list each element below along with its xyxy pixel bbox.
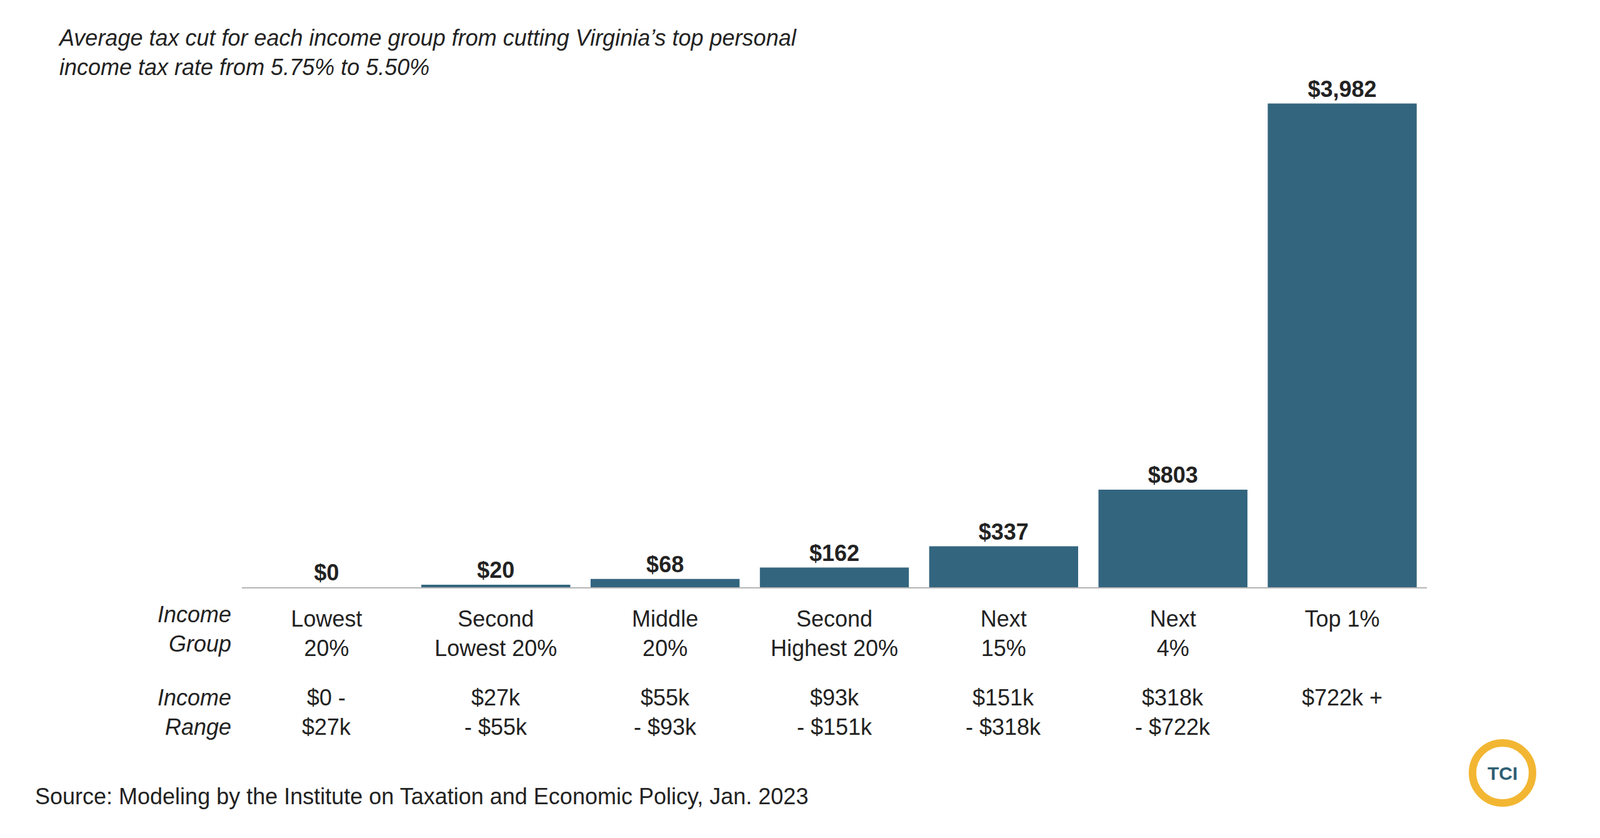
svg-text:$93k- $151k: $93k- $151k (796, 684, 873, 740)
svg-text:Middle20%: Middle20% (631, 605, 699, 661)
svg-text:Next4%: Next4% (1150, 605, 1197, 661)
svg-text:IncomeRange: IncomeRange (157, 684, 232, 740)
svg-text:$803: $803 (1148, 461, 1199, 488)
svg-text:$337: $337 (978, 518, 1029, 545)
svg-text:Top 1%: Top 1% (1305, 605, 1380, 632)
svg-text:Next15%: Next15% (980, 605, 1027, 661)
svg-text:$68: $68 (646, 551, 684, 577)
svg-text:Lowest20%: Lowest20% (290, 605, 362, 661)
svg-text:$318k- $722k: $318k- $722k (1135, 684, 1211, 740)
svg-text:SecondLowest 20%: SecondLowest 20% (434, 605, 557, 661)
svg-text:$55k- $93k: $55k- $93k (633, 684, 697, 740)
svg-text:$722k +: $722k + (1301, 684, 1383, 710)
svg-text:$162: $162 (809, 540, 860, 566)
svg-text:$0: $0 (313, 559, 339, 585)
svg-text:$20: $20 (476, 556, 515, 583)
svg-text:$27k- $55k: $27k- $55k (464, 684, 528, 740)
svg-text:SecondHighest 20%: SecondHighest 20% (770, 605, 899, 661)
svg-text:$3,982: $3,982 (1308, 76, 1377, 102)
svg-text:$0 -$27k: $0 -$27k (301, 684, 352, 740)
svg-text:Average tax cut for each incom: Average tax cut for each income group fr… (58, 25, 797, 80)
svg-text:$151k- $318k: $151k- $318k (965, 684, 1042, 740)
svg-text:TCI: TCI (1487, 762, 1518, 784)
svg-text:Source: Modeling by the Instit: Source: Modeling by the Institute on Tax… (35, 783, 809, 809)
svg-text:IncomeGroup: IncomeGroup (157, 601, 232, 657)
